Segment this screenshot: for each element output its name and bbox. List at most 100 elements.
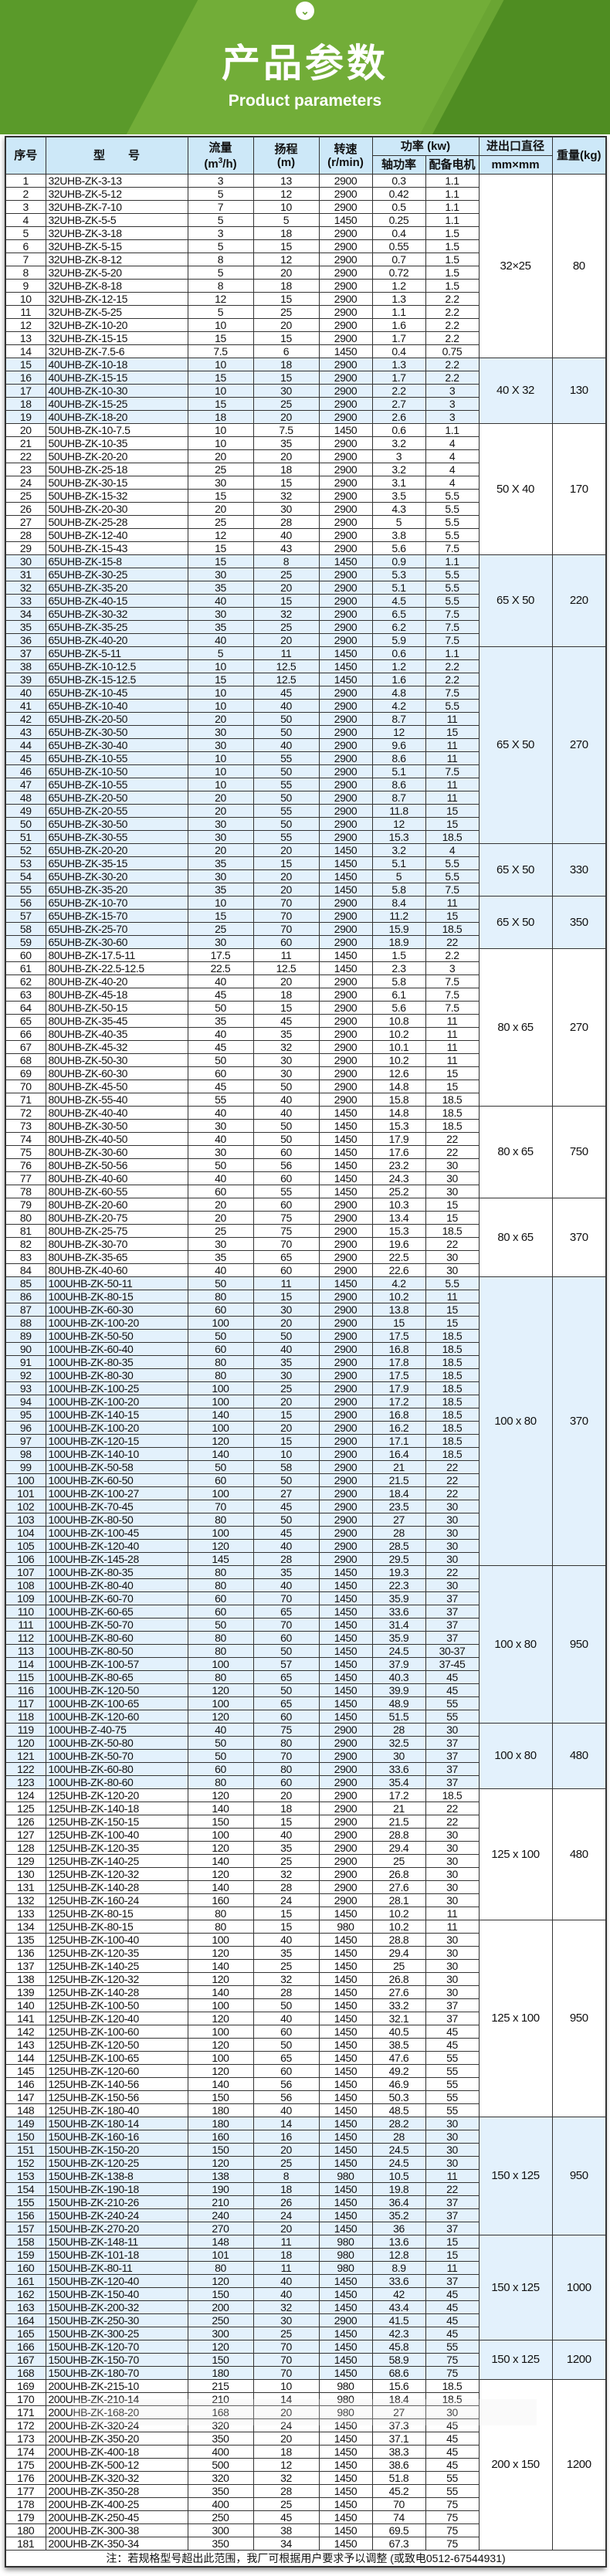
cell-seq: 124 — [5, 1788, 46, 1802]
cell-flow: 140 — [187, 1447, 254, 1461]
cell-seq: 26 — [5, 502, 46, 516]
unit-sup: 3 — [218, 156, 223, 165]
cell-shaft-power: 13.8 — [371, 1303, 426, 1317]
cell-seq: 76 — [5, 1158, 46, 1172]
cell-speed: 2900 — [318, 1342, 373, 1356]
cell-motor: 11 — [425, 896, 480, 910]
cell-flow: 25 — [187, 515, 254, 529]
cell-model: 100UHB-ZK-140-15 — [45, 1408, 188, 1422]
header-speed: 转速 (r/min) — [318, 136, 373, 175]
cell-weight: 170 — [551, 423, 607, 555]
cell-speed: 2900 — [318, 410, 373, 424]
table-row: 154 150UHB-ZK-190-18 190 18 1450 19.8 22 — [5, 2182, 606, 2196]
table-row: 125 125UHB-ZK-140-18 140 18 2900 21 22 — [5, 1802, 606, 1815]
cell-model: 125UHB-ZK-120-35 — [45, 1946, 188, 1960]
cell-flow: 35 — [187, 620, 254, 634]
cell-speed: 1450 — [318, 2103, 373, 2117]
cell-head: 65 — [252, 1670, 320, 1684]
cell-flow: 5 — [187, 266, 254, 280]
cell-shaft-power: 10.2 — [371, 1053, 426, 1067]
cell-model: 125UHB-ZK-150-56 — [45, 2090, 188, 2104]
cell-model: 150UHB-ZK-148-11 — [45, 2235, 188, 2249]
cell-weight: 480 — [551, 1723, 607, 1789]
cell-motor: 37 — [425, 2195, 480, 2209]
cell-model: 200UHB-ZK-168-20 — [45, 2405, 188, 2419]
cell-seq: 144 — [5, 2051, 46, 2065]
cell-inlet-outlet-diameter: 65 X 50 — [478, 896, 553, 949]
table-row: 181 200UHB-ZK-350-34 350 34 1450 67.3 75 — [5, 2537, 606, 2551]
cell-motor: 4 — [425, 436, 480, 450]
cell-motor: 18.5 — [425, 1421, 480, 1435]
cell-flow: 120 — [187, 2340, 254, 2354]
cell-head: 75 — [252, 1723, 320, 1737]
cell-shaft-power: 28.5 — [371, 1539, 426, 1553]
cell-seq: 168 — [5, 2366, 46, 2380]
cell-seq: 114 — [5, 1657, 46, 1671]
cell-shaft-power: 27 — [371, 2405, 426, 2419]
cell-model: 32UHB-ZK-8-12 — [45, 253, 188, 266]
cell-speed: 1450 — [318, 1171, 373, 1185]
cell-shaft-power: 25 — [371, 1854, 426, 1868]
cell-speed: 1450 — [318, 961, 373, 975]
cell-speed: 2900 — [318, 791, 373, 805]
cell-shaft-power: 38.5 — [371, 2038, 426, 2052]
cell-speed: 1450 — [318, 1670, 373, 1684]
cell-model: 50UHB-ZK-10-7.5 — [45, 423, 188, 437]
cell-speed: 2900 — [318, 1539, 373, 1553]
cell-speed: 1450 — [318, 2287, 373, 2301]
cell-speed: 1450 — [318, 1985, 373, 1999]
cell-motor: 1.5 — [425, 253, 480, 266]
table-row: 168 150UHB-ZK-180-70 180 70 1450 68.6 75 — [5, 2366, 606, 2380]
cell-flow: 101 — [187, 2248, 254, 2262]
cell-shaft-power: 1.3 — [371, 292, 426, 306]
cell-seq: 93 — [5, 1381, 46, 1395]
cell-shaft-power: 10.2 — [371, 1907, 426, 1920]
table-row: 74 80UHB-ZK-40-50 40 50 1450 17.9 22 — [5, 1132, 606, 1146]
table-row: 72 80UHB-ZK-40-40 40 40 1450 14.8 18.5 80 x 65 7… — [5, 1106, 607, 1198]
cell-shaft-power: 23.5 — [371, 1500, 426, 1513]
cell-shaft-power: 4.3 — [371, 502, 426, 516]
cell-head: 60 — [252, 1263, 320, 1277]
cell-seq: 106 — [5, 1552, 46, 1566]
cell-shaft-power: 1.6 — [371, 673, 426, 686]
cell-model: 200UHB-ZK-350-34 — [45, 2537, 188, 2551]
cell-speed: 2900 — [318, 1001, 373, 1015]
cell-speed: 1450 — [318, 2340, 373, 2354]
cell-model: 32UHB-ZK-5-15 — [45, 239, 188, 253]
cell-speed: 1450 — [318, 1605, 373, 1618]
cell-shaft-power: 35.4 — [371, 1775, 426, 1789]
cell-seq: 15 — [5, 358, 46, 371]
cell-seq: 167 — [5, 2353, 46, 2367]
cell-model: 200UHB-ZK-350-20 — [45, 2432, 188, 2446]
cell-head: 11 — [252, 1276, 320, 1290]
cell-shaft-power: 38.6 — [371, 2458, 426, 2472]
cell-model: 65UHB-ZK-30-55 — [45, 830, 188, 844]
cell-speed: 1450 — [318, 2130, 373, 2144]
cell-seq: 150 — [5, 2130, 46, 2144]
cell-model: 80UHB-ZK-50-15 — [45, 1001, 188, 1015]
cell-shaft-power: 2.3 — [371, 961, 426, 975]
cell-flow: 30 — [187, 935, 254, 949]
cell-seq: 110 — [5, 1605, 46, 1618]
cell-flow: 60 — [187, 1605, 254, 1618]
cell-head: 50 — [252, 2038, 320, 2052]
cell-head: 6 — [252, 344, 320, 358]
cell-head: 25 — [252, 1854, 320, 1868]
cell-speed: 1450 — [318, 869, 373, 883]
cell-model: 100UHB-ZK-50-80 — [45, 1736, 188, 1750]
cell-speed: 2900 — [318, 1408, 373, 1422]
cell-flow: 15 — [187, 489, 254, 503]
cell-shaft-power: 1.7 — [371, 331, 426, 345]
cell-shaft-power: 30 — [371, 1749, 426, 1763]
cell-shaft-power: 17.1 — [371, 1434, 426, 1448]
cell-head: 50 — [252, 1080, 320, 1093]
cell-flow: 5 — [187, 213, 254, 227]
cell-head: 50 — [252, 1683, 320, 1697]
cell-head: 5 — [252, 213, 320, 227]
cell-head: 40 — [252, 738, 320, 752]
cell-speed: 2900 — [318, 1736, 373, 1750]
cell-head: 60 — [252, 935, 320, 949]
cell-flow: 35 — [187, 1014, 254, 1028]
cell-shaft-power: 28.8 — [371, 1828, 426, 1842]
cell-flow: 350 — [187, 2537, 254, 2551]
